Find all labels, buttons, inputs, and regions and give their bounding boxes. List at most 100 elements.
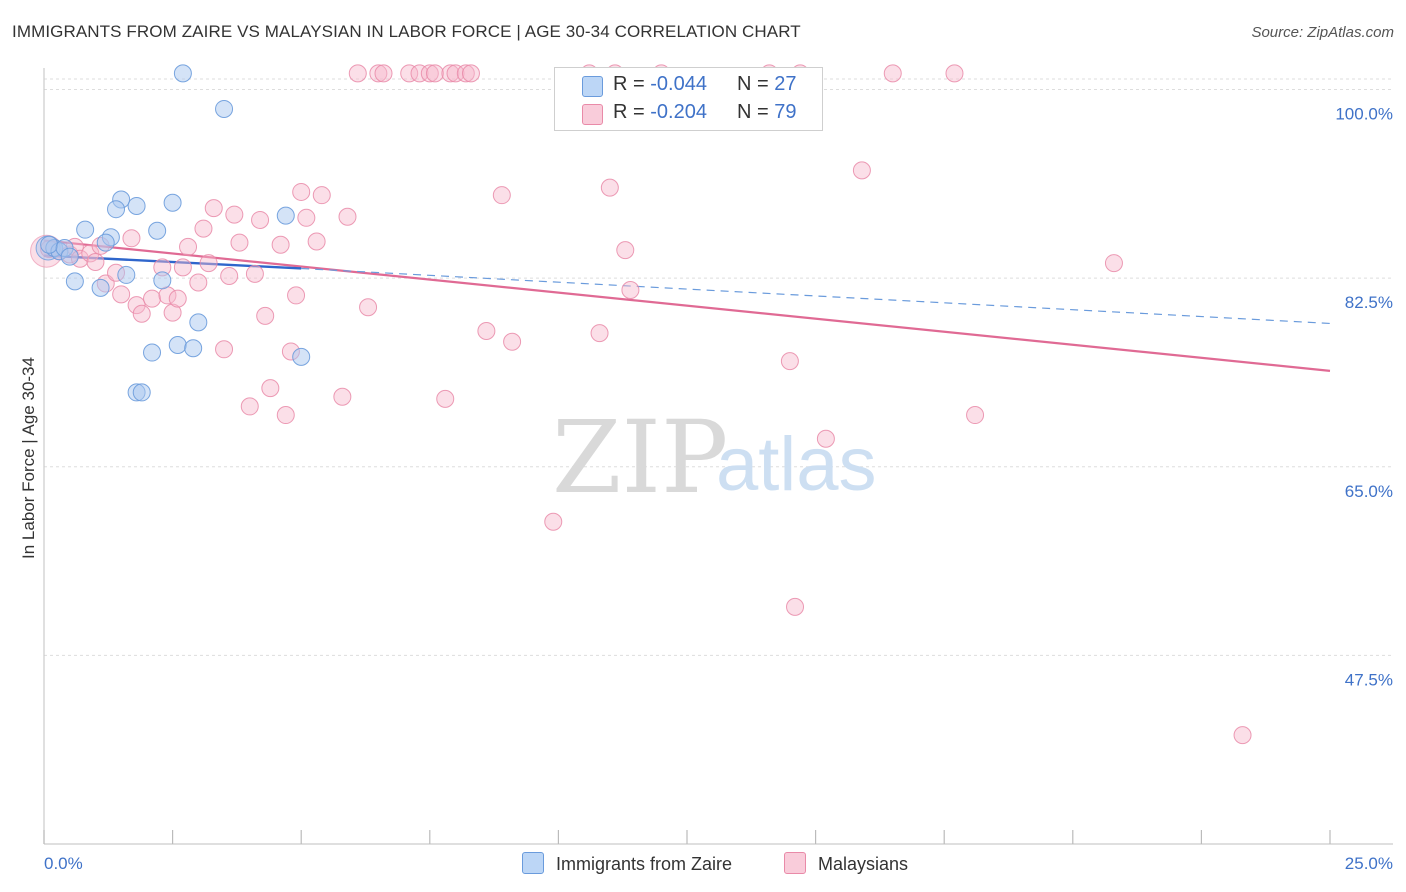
y-tick-label: 47.5%: [1345, 670, 1393, 689]
data-point-malaysians: [127, 296, 146, 315]
y-axis-label: In Labor Force | Age 30-34: [19, 357, 38, 559]
data-point-malaysians: [168, 289, 187, 308]
data-point-zaire: [184, 339, 203, 358]
data-point-malaysians: [425, 64, 444, 83]
data-point-malaysians: [276, 406, 295, 425]
data-point-malaysians: [230, 233, 249, 252]
chart-title: IMMIGRANTS FROM ZAIRE VS MALAYSIAN IN LA…: [12, 22, 801, 41]
data-point-malaysians: [292, 182, 311, 201]
y-tick-label: 65.0%: [1345, 482, 1393, 501]
legend-n-malaysians: N = 79: [737, 101, 797, 123]
data-point-malaysians: [852, 161, 871, 180]
data-point-malaysians: [544, 512, 563, 531]
data-point-malaysians: [245, 264, 264, 283]
legend-n-zaire: N = 27: [737, 73, 797, 95]
data-point-malaysians: [616, 241, 635, 260]
data-point-malaysians: [86, 253, 105, 271]
data-point-zaire: [40, 235, 59, 254]
data-point-zaire: [60, 247, 79, 266]
malaysians-points: [30, 64, 1252, 745]
trend-line-zaire-extension: [301, 267, 1331, 325]
source-label: Source: ZipAtlas.com: [1251, 24, 1394, 41]
data-point-malaysians: [436, 389, 455, 408]
data-point-zaire: [117, 265, 136, 284]
data-point-malaysians: [600, 178, 619, 197]
data-point-malaysians: [461, 64, 480, 83]
data-point-malaysians: [348, 64, 367, 83]
y-tick-labels: 47.5% 65.0% 82.5% 100.0%: [1335, 105, 1393, 690]
data-point-malaysians: [132, 304, 151, 323]
data-point-zaire: [189, 313, 208, 332]
data-point-zaire: [65, 272, 84, 291]
legend-item-malaysians[interactable]: Malaysians: [784, 852, 908, 875]
stats-legend: R = -0.044 N = 27 R = -0.204 N = 79: [554, 67, 823, 131]
legend-row-zaire: R = -0.044 N = 27: [555, 72, 822, 100]
series-legend: Immigrants from Zaire Malaysians: [0, 852, 1406, 878]
data-point-malaysians: [240, 397, 259, 416]
data-point-malaysians: [215, 340, 234, 359]
data-point-zaire: [96, 233, 115, 252]
data-point-zaire: [163, 193, 182, 212]
data-point-zaire: [107, 200, 126, 219]
legend-label-malaysians: Malaysians: [818, 854, 909, 874]
data-point-malaysians: [225, 205, 244, 224]
watermark: ZIP atlas: [552, 399, 877, 516]
data-point-malaysians: [122, 229, 141, 248]
data-point-zaire: [276, 206, 295, 225]
axes: [43, 68, 1393, 845]
data-point-malaysians: [966, 406, 985, 425]
data-point-zaire: [153, 271, 172, 290]
data-point-zaire: [292, 347, 311, 366]
data-point-malaysians: [312, 186, 331, 205]
data-point-malaysians: [359, 298, 378, 317]
trend-line-malaysians: [43, 239, 1331, 372]
data-point-malaysians: [163, 303, 182, 322]
data-point-zaire: [173, 64, 192, 83]
data-point-malaysians: [786, 597, 805, 616]
data-point-malaysians: [441, 64, 460, 83]
data-point-malaysians: [400, 64, 419, 83]
data-point-malaysians: [816, 429, 835, 448]
data-point-malaysians: [112, 285, 131, 304]
data-point-malaysians: [374, 64, 393, 83]
data-point-malaysians: [261, 379, 280, 398]
x-tick-label: 0.0%: [44, 854, 83, 873]
data-point-malaysians: [446, 64, 465, 83]
watermark-zip: ZIP: [552, 399, 728, 516]
data-point-zaire: [148, 221, 167, 240]
data-point-zaire: [91, 278, 110, 297]
legend-label-zaire: Immigrants from Zaire: [556, 854, 733, 874]
x-tick-label: 25.0%: [1345, 854, 1393, 873]
data-point-malaysians: [492, 186, 511, 205]
x-tick-labels: 0.0% 25.0%: [44, 854, 1393, 873]
data-point-malaysians: [81, 244, 100, 263]
zaire-points: [35, 64, 311, 402]
data-point-malaysians: [1104, 254, 1123, 273]
y-tick-label: 82.5%: [1345, 293, 1393, 312]
data-point-malaysians: [590, 324, 609, 343]
legend-swatch-zaire: [582, 76, 603, 97]
data-point-malaysians: [338, 207, 357, 226]
data-point-zaire: [168, 335, 187, 354]
data-point-malaysians: [179, 237, 198, 256]
data-point-malaysians: [883, 64, 902, 83]
data-point-malaysians: [410, 64, 429, 83]
data-point-malaysians: [256, 306, 275, 325]
y-tick-label: 100.0%: [1335, 105, 1393, 124]
legend-swatch-malaysians: [582, 104, 603, 125]
legend-r-malaysians: R = -0.204: [613, 101, 707, 123]
data-point-malaysians: [143, 289, 162, 308]
data-point-zaire: [127, 196, 146, 215]
data-point-malaysians: [456, 64, 475, 83]
data-point-malaysians: [780, 352, 799, 371]
data-point-malaysians: [307, 232, 326, 251]
data-point-malaysians: [220, 267, 239, 286]
data-point-zaire: [76, 220, 95, 239]
watermark-atlas: atlas: [716, 422, 877, 507]
data-point-malaysians: [369, 64, 388, 83]
data-point-malaysians: [945, 64, 964, 83]
legend-item-zaire[interactable]: Immigrants from Zaire: [522, 852, 732, 875]
data-point-malaysians: [297, 208, 316, 227]
data-point-malaysians: [287, 286, 306, 305]
